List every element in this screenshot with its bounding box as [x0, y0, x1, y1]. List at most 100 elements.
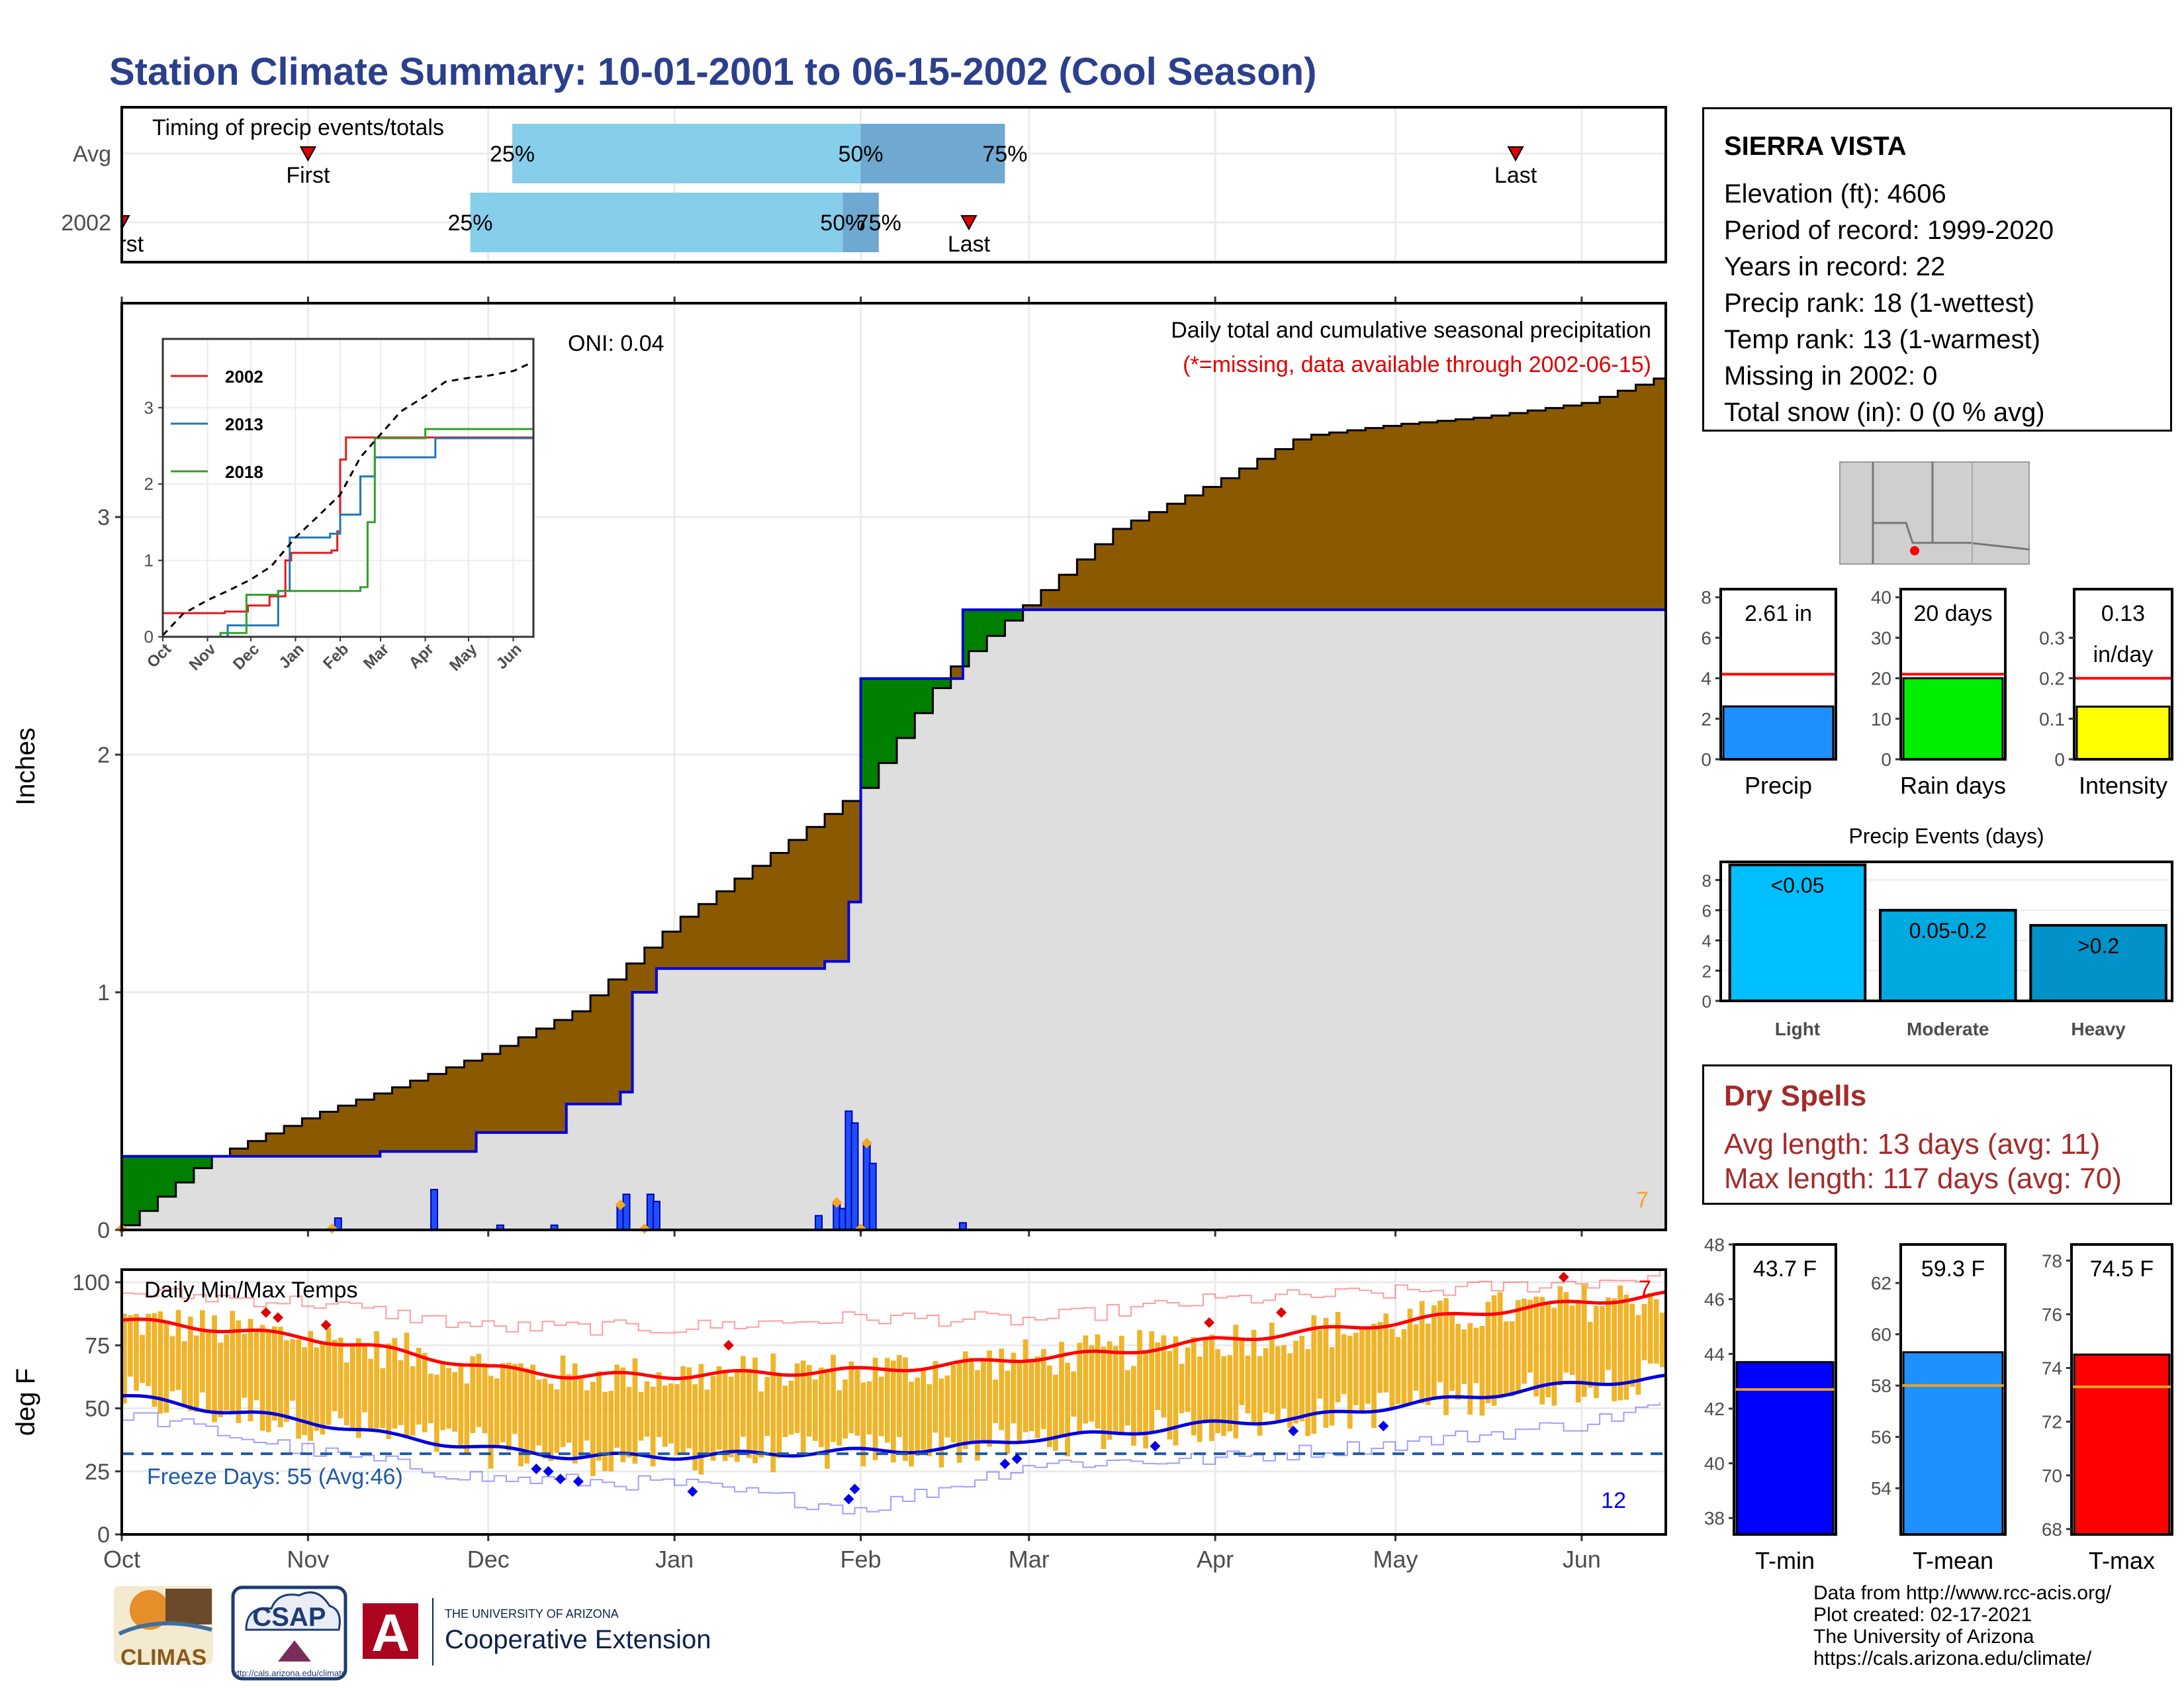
temp-daily-bar	[1401, 1329, 1407, 1407]
temp-daily-bar	[1641, 1303, 1647, 1360]
precip-deficit-segment	[614, 979, 621, 1104]
temp-daily-bar	[782, 1385, 788, 1437]
precip-deficit-segment	[1383, 426, 1390, 610]
temp-daily-bar	[692, 1384, 698, 1471]
precip-deficit-segment	[788, 839, 796, 969]
temp-daily-bar	[1503, 1321, 1509, 1396]
precip-deficit-segment	[548, 1028, 555, 1133]
temp-record-high-marker	[1204, 1317, 1215, 1328]
precip-deficit-segment	[1107, 544, 1114, 610]
precip-surplus-segment	[200, 1156, 206, 1168]
precip-deficit-segment	[686, 916, 693, 969]
temp-daily-bar	[193, 1335, 199, 1412]
totals-category-label: Precip	[1745, 772, 1812, 799]
precip-deficit-segment	[494, 1054, 501, 1133]
temp-daily-bar	[872, 1358, 878, 1460]
temp-record-low-marker	[555, 1474, 566, 1485]
temp-daily-bar	[915, 1378, 920, 1456]
precip-deficit-segment	[458, 1067, 465, 1152]
precip-deficit-segment	[1137, 520, 1144, 610]
temp-daily-bar	[488, 1376, 494, 1469]
totals-frame-outline	[2073, 588, 2173, 761]
precip-deficit-segment	[1059, 575, 1066, 610]
temp-daily-bar	[698, 1364, 704, 1475]
temp-daily-bar	[572, 1363, 578, 1464]
temp-xtick-label: Mar	[1009, 1546, 1050, 1573]
temp-daily-bar	[332, 1339, 338, 1411]
temp-mean-ytick-label: 72	[2042, 1412, 2062, 1432]
precip-surplus-segment	[146, 1156, 152, 1211]
temp-daily-bar	[152, 1313, 158, 1407]
temp-daily-bar	[1251, 1329, 1257, 1425]
timing-first-label: First	[286, 163, 330, 188]
station-period: Period of record: 1999-2020	[1724, 216, 2054, 245]
temp-daily-bar	[248, 1319, 253, 1422]
map-bg	[1839, 461, 2030, 565]
precip-deficit-segment	[1503, 415, 1510, 610]
inset-ytick-label: 0	[144, 627, 154, 647]
precip-deficit-segment	[1323, 434, 1330, 610]
precip-surplus-segment	[206, 1156, 212, 1168]
temp-daily-bar	[1659, 1312, 1665, 1368]
temp-daily-bar	[1347, 1335, 1353, 1429]
precip-deficit-segment	[1203, 487, 1210, 610]
temp-daily-bar	[422, 1352, 428, 1432]
precip-deficit-segment	[230, 1149, 237, 1156]
temp-mean-category-label: T-max	[2089, 1547, 2155, 1574]
temp-daily-bar	[1161, 1335, 1167, 1418]
temp-daily-bar	[362, 1346, 367, 1413]
temp-daily-bar	[224, 1334, 230, 1411]
events-category-label: Moderate	[1907, 1019, 1989, 1039]
temp-daily-bar	[848, 1361, 854, 1434]
precip-deficit-segment	[578, 1011, 585, 1104]
temp-daily-bar	[1383, 1313, 1389, 1393]
timing-row-label: Avg	[73, 142, 111, 167]
page-title: Station Climate Summary: 10-01-2001 to 0…	[109, 50, 1316, 93]
temp-daily-bar	[265, 1330, 271, 1432]
temp-daily-bar	[140, 1335, 145, 1383]
precip-deficit-segment	[506, 1046, 513, 1133]
precip-deficit-segment	[819, 827, 825, 969]
temp-daily-bar	[975, 1370, 980, 1461]
precip-deficit-segment	[734, 878, 741, 969]
precip-surplus-segment	[878, 679, 886, 763]
map-station-dot	[1910, 546, 1919, 555]
precip-deficit-segment	[446, 1067, 453, 1152]
temp-daily-bar	[1311, 1315, 1317, 1434]
inset-ytick-label: 3	[144, 398, 154, 418]
precip-deficit-segment	[1185, 495, 1192, 610]
map-state-border	[1872, 462, 2030, 551]
precip-deficit-segment	[1161, 512, 1168, 610]
precip-deficit-segment	[343, 1105, 351, 1156]
temp-daily-bar	[1005, 1370, 1011, 1454]
temp-daily-bar	[356, 1338, 361, 1438]
temp-daily-bar	[638, 1391, 644, 1441]
events-bar-label: <0.05	[1770, 874, 1824, 898]
precip-ylabel: Inches	[11, 727, 40, 806]
precip-deficit-segment	[668, 931, 675, 969]
temp-daily-bar	[1563, 1291, 1569, 1373]
totals-panel: 0 2 4 6 8 2.61 in Precip 0 10 20 30 40 20 days Rain d…	[1701, 587, 2173, 799]
temp-xtick-label: Apr	[1197, 1546, 1234, 1573]
temp-daily-bar	[1323, 1317, 1329, 1428]
temp-daily-bar	[1461, 1329, 1467, 1384]
temp-daily-bar	[349, 1346, 355, 1429]
precip-deficit-segment	[1317, 434, 1324, 610]
temp-daily-bar	[1209, 1335, 1214, 1441]
precip-deficit-segment	[1083, 559, 1090, 610]
temp-daily-bar	[680, 1366, 686, 1456]
temp-daily-bar	[1600, 1305, 1605, 1383]
temp-daily-bar	[464, 1383, 470, 1453]
temp-daily-bar	[722, 1371, 728, 1462]
precip-deficit-segment	[404, 1087, 411, 1152]
precip-deficit-segment	[530, 1037, 537, 1133]
precip-deficit-segment	[271, 1133, 279, 1156]
precip-daily-bar	[868, 1162, 877, 1231]
temp-mean-value-label: 59.3 F	[1921, 1256, 1985, 1282]
station-missing: Missing in 2002: 0	[1724, 361, 1938, 391]
temp-mean-ytick-label: 58	[1871, 1376, 1891, 1396]
temp-daily-bar	[578, 1376, 584, 1458]
totals-ytick-label: 40	[1871, 587, 1891, 608]
temp-daily-bar	[163, 1321, 169, 1413]
dry-spells-title: Dry Spells	[1724, 1080, 1867, 1112]
